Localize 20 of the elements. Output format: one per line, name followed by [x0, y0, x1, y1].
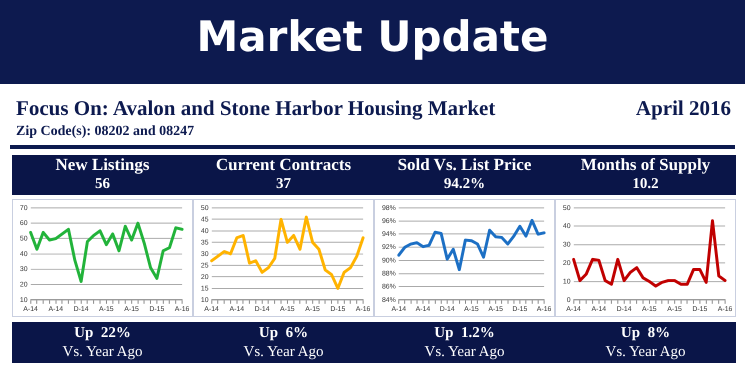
chart-subtitle: 94.2% — [442, 175, 486, 193]
text: April 2016 — [636, 96, 731, 121]
text: Up 8% — [620, 324, 672, 343]
chart-subtitle: 37 — [275, 175, 292, 193]
text: Vs. Year Ago — [61, 343, 144, 362]
text: Market Update — [196, 12, 550, 61]
text: Vs. Year Ago — [423, 343, 506, 362]
chart-subtitle: 56 — [94, 175, 111, 193]
text: Up 6% — [258, 324, 310, 343]
chart-title: New Listings — [54, 155, 150, 175]
text: Vs. Year Ago — [604, 343, 686, 362]
text: Focus On: Avalon and Stone Harbor Housing Market — [16, 96, 496, 121]
chart-subtitle: 10.2 — [631, 175, 660, 193]
chart-title: Months of Supply — [580, 155, 712, 175]
text: Zip Code(s): 08202 and 08247 — [16, 124, 194, 140]
chart-title: Sold Vs. List Price — [396, 155, 532, 175]
chart-title: Current Contracts — [214, 155, 352, 175]
text: Up 22% — [73, 324, 132, 343]
text: Vs. Year Ago — [242, 343, 324, 362]
text: Up 1.2% — [433, 324, 496, 343]
